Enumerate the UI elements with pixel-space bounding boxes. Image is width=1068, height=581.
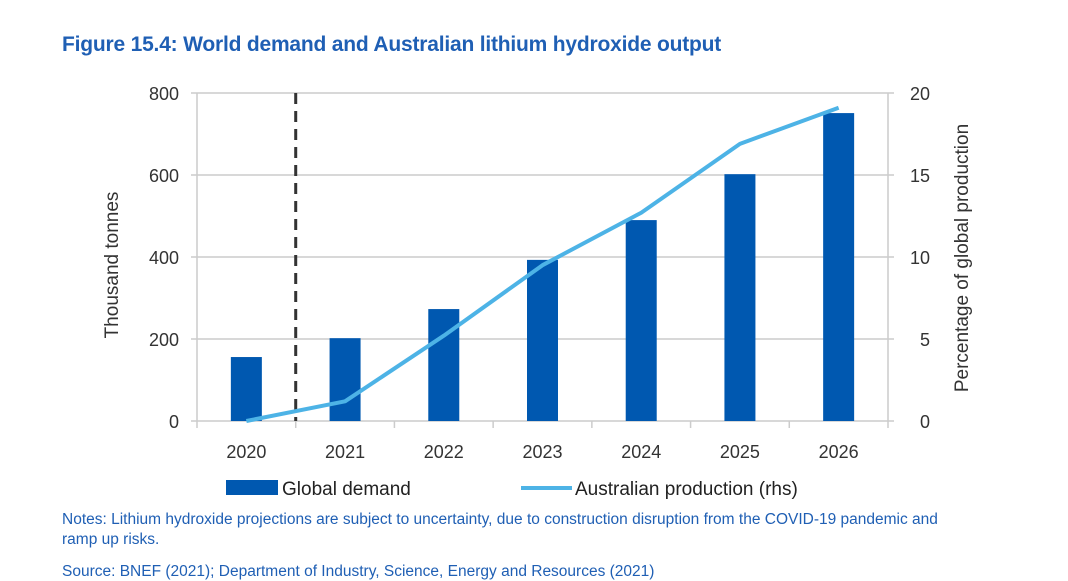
bar-2025 <box>724 174 755 421</box>
figure-notes: Notes: Lithium hydroxide projections are… <box>62 510 962 550</box>
y-tick-label: 0 <box>169 412 179 432</box>
x-tick-label: 2026 <box>819 442 859 462</box>
legend-label-australian-production: Australian production (rhs) <box>575 479 798 500</box>
y-tick-label: 400 <box>149 248 179 268</box>
bar-2026 <box>823 113 854 421</box>
right-axis-ticks: 0 5 10 15 20 <box>910 84 930 432</box>
x-tick-label: 2022 <box>424 442 464 462</box>
x-tick-label: 2023 <box>522 442 562 462</box>
figure-source: Source: BNEF (2021); Department of Indus… <box>62 563 654 581</box>
x-axis-ticks: 2020 2021 2022 2023 2024 2025 2026 <box>226 442 858 462</box>
left-axis-ticks: 0 200 400 600 800 <box>149 84 179 432</box>
y2-axis-title: Percentage of global production <box>952 124 973 392</box>
x-tick-label: 2020 <box>226 442 266 462</box>
y2-tick-label: 5 <box>920 330 930 350</box>
y2-tick-label: 0 <box>920 412 930 432</box>
bar-2024 <box>626 220 657 421</box>
y2-tick-label: 10 <box>910 248 930 268</box>
legend-swatch-global-demand <box>226 480 278 495</box>
legend-label-global-demand: Global demand <box>282 479 411 500</box>
y2-tick-label: 15 <box>910 166 930 186</box>
x-tick-label: 2025 <box>720 442 760 462</box>
bar-2020 <box>231 357 262 421</box>
bar-2023 <box>527 260 558 421</box>
bar-2021 <box>330 338 361 421</box>
y-axis-title: Thousand tonnes <box>102 192 123 339</box>
x-tick-label: 2024 <box>621 442 661 462</box>
legend: Global demand Australian production (rhs… <box>226 479 798 500</box>
y-tick-label: 800 <box>149 84 179 104</box>
x-tick-label: 2021 <box>325 442 365 462</box>
y-tick-label: 200 <box>149 330 179 350</box>
y2-tick-label: 20 <box>910 84 930 104</box>
y-tick-label: 600 <box>149 166 179 186</box>
